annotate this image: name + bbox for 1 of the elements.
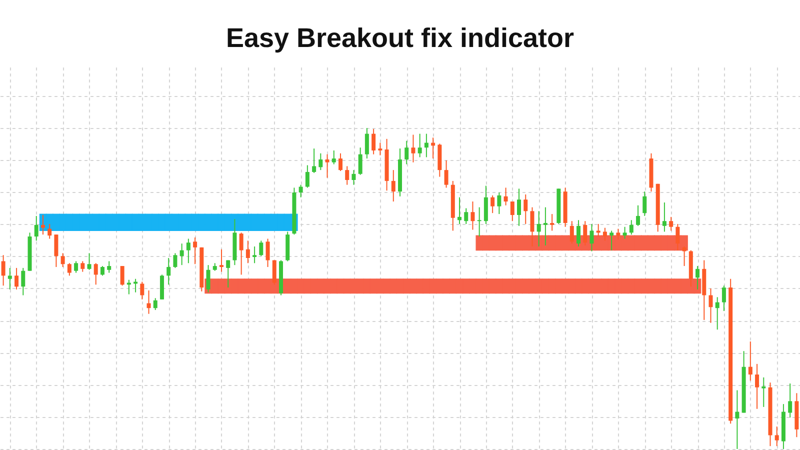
chart-title: Easy Breakout fix indicator — [226, 23, 575, 53]
